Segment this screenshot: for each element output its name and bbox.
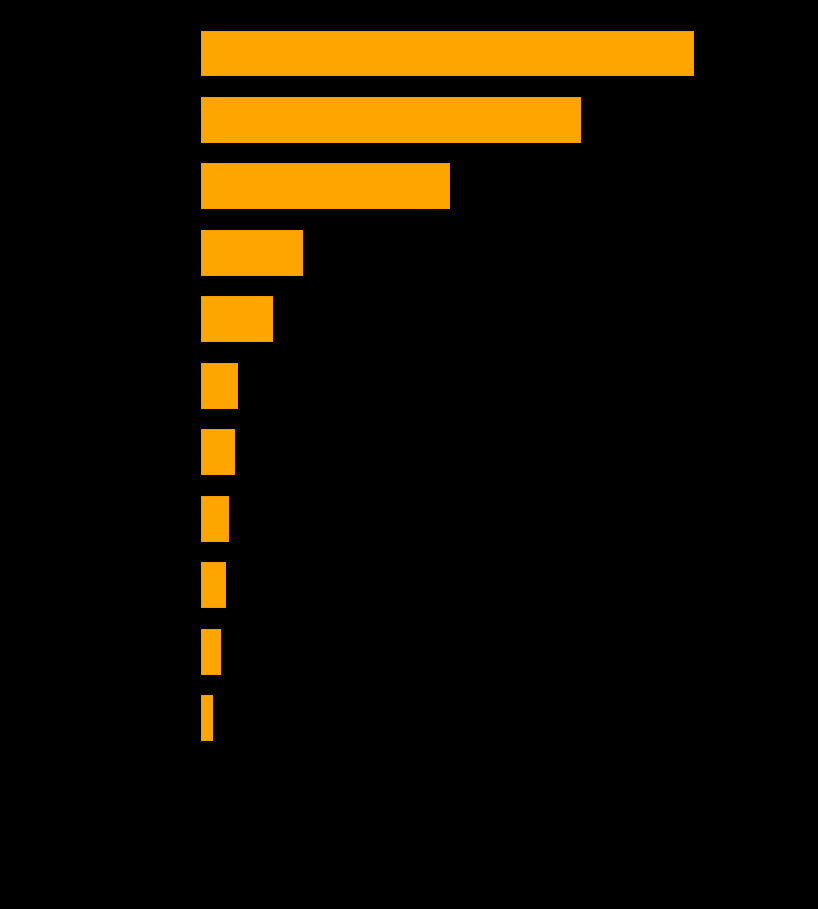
Bar [200,494,230,543]
Bar [200,428,236,476]
Bar [200,362,239,410]
Bar [200,561,227,609]
Bar [200,229,303,276]
Bar [200,761,201,808]
Bar [200,96,582,144]
Bar [200,163,452,210]
Bar [200,694,214,742]
Bar [200,295,274,344]
Bar [200,30,694,77]
Bar [200,627,222,675]
